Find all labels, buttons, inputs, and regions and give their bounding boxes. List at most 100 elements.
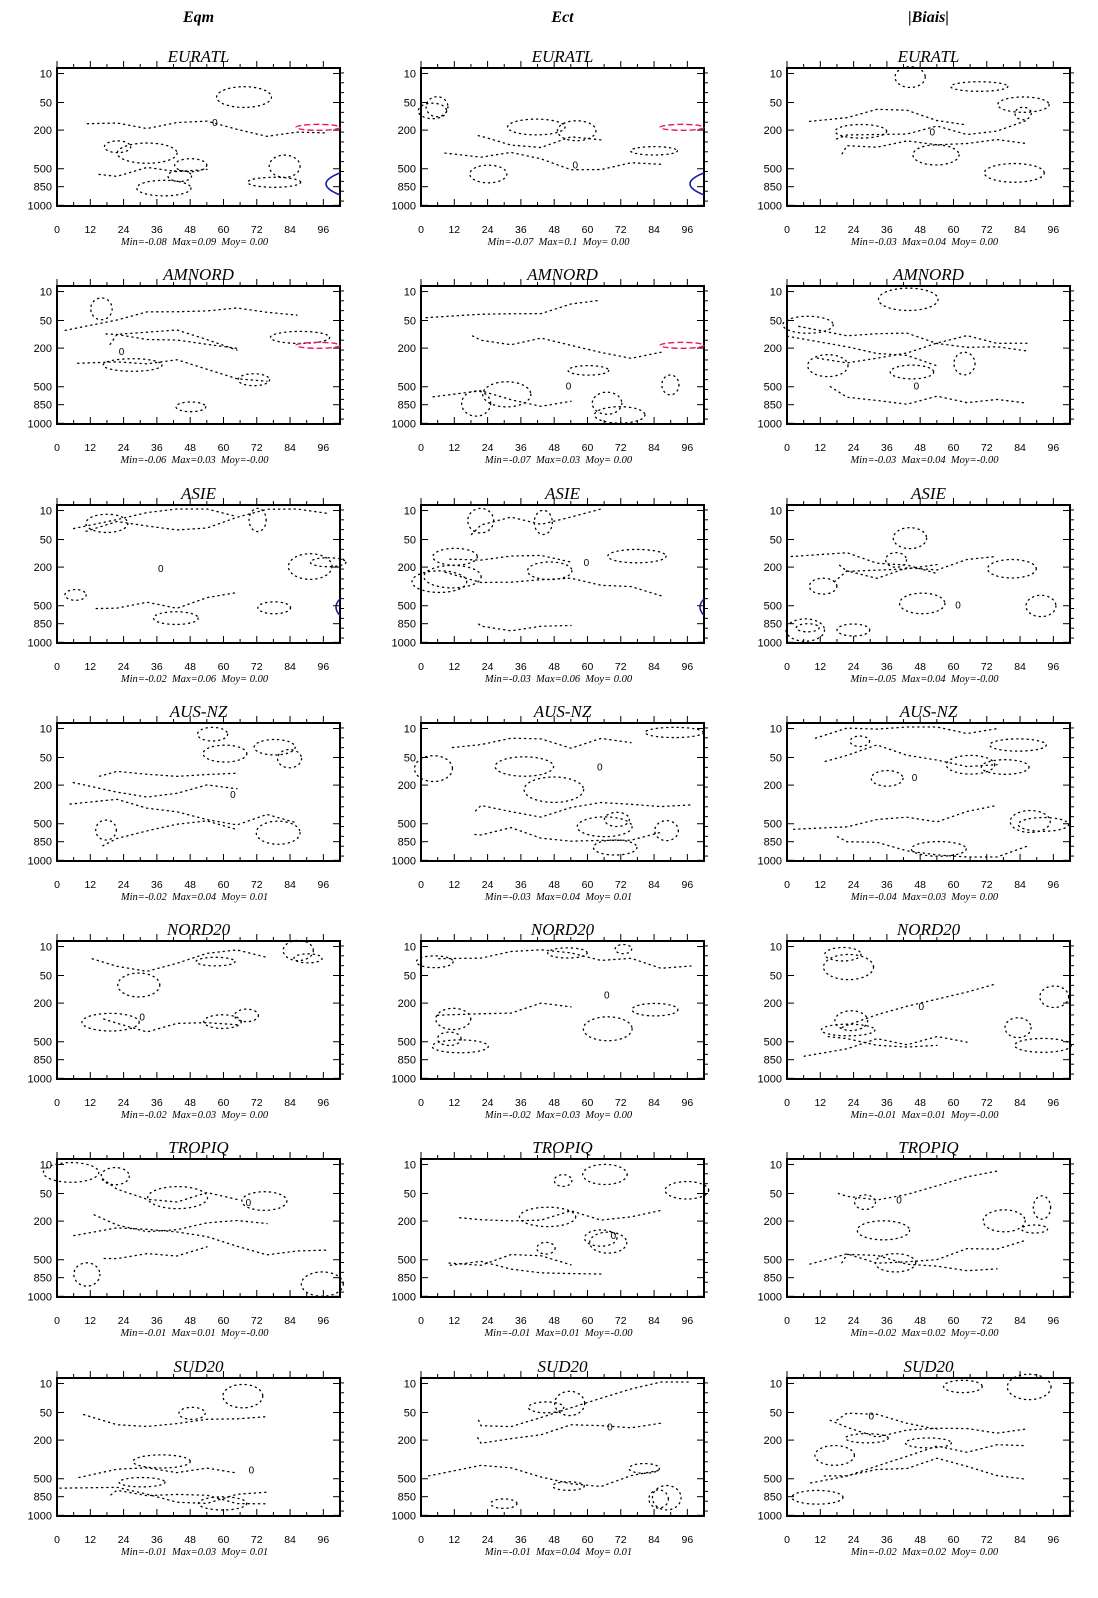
x-tick-label: 0	[418, 442, 424, 454]
panel-title: TROPIQ	[532, 1138, 592, 1157]
y-tick-label: 1000	[758, 1073, 782, 1085]
zero-contour	[1004, 1017, 1032, 1039]
x-tick-label: 72	[981, 879, 993, 891]
zero-contour	[257, 601, 292, 615]
x-tick-label: 84	[648, 1097, 660, 1109]
plot-frame	[786, 1158, 1071, 1298]
y-tick-label: 850	[764, 182, 782, 194]
y-tick-label: 500	[764, 164, 782, 176]
zero-contour	[1039, 985, 1070, 1009]
x-tick-label: 96	[682, 661, 694, 673]
zero-contour	[536, 1241, 556, 1255]
contour-label: 0	[611, 1231, 617, 1242]
zero-contour	[814, 726, 998, 739]
y-tick-label: 10	[404, 724, 416, 736]
zero-contour	[808, 108, 968, 126]
zero-contour	[136, 179, 192, 197]
x-tick-label: 48	[914, 442, 926, 454]
x-tick-label: 0	[784, 442, 790, 454]
y-tick-label: 10	[770, 724, 782, 736]
y-tick-label: 50	[40, 316, 52, 328]
plot-frame	[420, 940, 705, 1080]
zero-contour	[95, 591, 238, 610]
y-tick-label: 200	[34, 1216, 52, 1228]
y-tick-label: 1000	[392, 418, 416, 430]
y-tick-label: 1000	[28, 637, 52, 649]
panel-tropiq-1: TROPIQ 0 12 24 36 48 60 72 84 96 10 50 200 500 850 1000…	[392, 1138, 710, 1339]
x-tick-label: 12	[448, 442, 460, 454]
x-tick-label: 12	[84, 1534, 96, 1546]
plot-frame	[786, 504, 1071, 644]
zero-contour	[836, 1412, 938, 1430]
zero-contour	[644, 726, 704, 739]
x-tick-label: 36	[881, 1097, 893, 1109]
y-tick-label: 50	[404, 535, 416, 547]
column-title: |Biais|	[908, 9, 949, 26]
x-tick-label: 84	[648, 224, 660, 236]
x-tick-label: 84	[284, 442, 296, 454]
x-tick-label: 72	[981, 224, 993, 236]
plot-frame	[786, 940, 1071, 1080]
zero-contour	[533, 509, 553, 536]
y-tick-label: 850	[398, 619, 416, 631]
y-tick-label: 10	[770, 1379, 782, 1391]
panel-stats: Min=-0.01 Max=0.01 Moy=-0.00	[483, 1328, 633, 1339]
panel-title: AMNORD	[892, 265, 965, 284]
y-tick-label: 50	[40, 535, 52, 547]
zero-contour	[432, 547, 478, 566]
zero-contour	[810, 1444, 1028, 1484]
zero-contour	[822, 953, 875, 981]
x-tick-label: 36	[881, 442, 893, 454]
y-tick-label: 200	[764, 1435, 782, 1447]
x-tick-label: 60	[582, 879, 594, 891]
zero-contour	[102, 358, 163, 372]
zero-contour	[85, 513, 129, 534]
zero-contour	[449, 1260, 602, 1275]
x-tick-label: 96	[318, 1315, 330, 1327]
y-tick-label: 50	[770, 1189, 782, 1201]
x-tick-label: 48	[548, 1534, 560, 1546]
zero-contour	[73, 1262, 101, 1287]
y-tick-label: 850	[34, 1055, 52, 1067]
x-tick-label: 0	[418, 224, 424, 236]
panel-title: NORD20	[896, 920, 961, 939]
zero-contour	[300, 1271, 344, 1297]
zero-contour	[90, 297, 113, 321]
y-tick-label: 500	[764, 382, 782, 394]
zero-contour	[1032, 1195, 1052, 1220]
zero-contour	[582, 1163, 628, 1186]
y-tick-label: 850	[34, 400, 52, 412]
zero-contour	[1020, 1224, 1049, 1234]
panel-euratl-1: EURATL 0 12 24 36 48 60 72 84 96 10 50 200 500 850 1000…	[392, 47, 708, 248]
y-tick-label: 1000	[758, 200, 782, 212]
zero-contour	[276, 748, 303, 769]
zero-contour	[103, 140, 132, 154]
x-tick-label: 84	[284, 1534, 296, 1546]
y-tick-label: 10	[40, 724, 52, 736]
zero-contour	[490, 1498, 518, 1510]
zero-contour	[835, 119, 1028, 140]
zero-contour	[202, 744, 248, 763]
y-tick-label: 10	[40, 69, 52, 81]
x-tick-label: 24	[848, 1534, 860, 1546]
x-tick-label: 72	[615, 1534, 627, 1546]
zero-contour	[518, 1206, 577, 1228]
x-tick-label: 24	[848, 661, 860, 673]
x-tick-label: 72	[981, 1315, 993, 1327]
zero-contour	[248, 507, 267, 533]
zero-contour	[64, 588, 87, 601]
y-tick-label: 200	[764, 562, 782, 574]
zero-contour	[824, 744, 998, 768]
x-tick-label: 12	[814, 879, 826, 891]
zero-contour	[547, 947, 588, 959]
y-tick-label: 50	[770, 753, 782, 765]
panel-title: AUS-NZ	[533, 702, 592, 721]
zero-contour	[553, 1174, 573, 1188]
zero-contour	[803, 1035, 968, 1057]
panel-nord20-0: NORD20 0 12 24 36 48 60 72 84 96 10 50 200 500 850 1000…	[28, 920, 344, 1121]
x-tick-label: 96	[1048, 1534, 1060, 1546]
contour-label: 0	[249, 1466, 255, 1477]
x-tick-label: 24	[118, 1097, 130, 1109]
y-tick-label: 50	[404, 753, 416, 765]
zero-contour	[98, 166, 208, 178]
